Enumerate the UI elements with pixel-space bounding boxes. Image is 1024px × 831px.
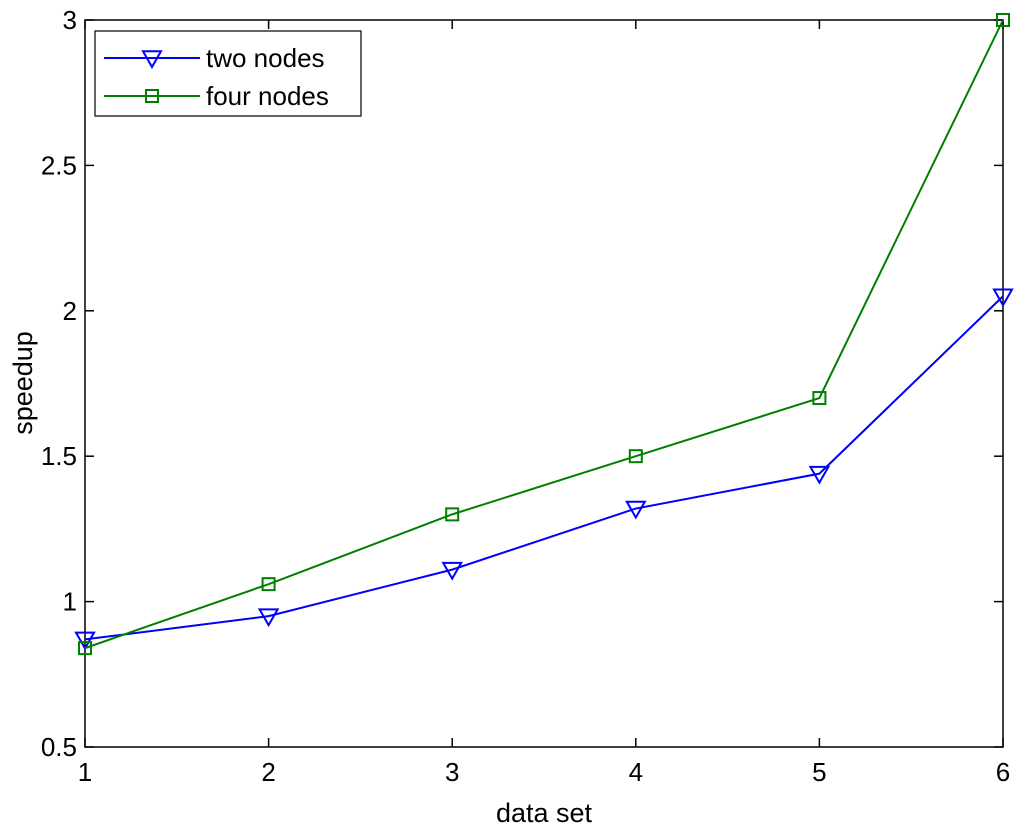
y-tick-label: 3 — [63, 5, 77, 35]
data-point-two-nodes — [808, 465, 831, 485]
y-tick-label: 2 — [63, 296, 77, 326]
legend-marker — [145, 89, 159, 103]
legend: two nodes four nodes — [94, 30, 362, 117]
series-layer — [74, 13, 1014, 656]
series-line-four-nodes — [84, 19, 1004, 650]
x-axis-label: data set — [496, 798, 593, 828]
series-four-nodes — [78, 13, 1010, 656]
x-tick-label: 6 — [996, 757, 1010, 787]
legend-label: four nodes — [206, 81, 329, 111]
legend-label: two nodes — [206, 43, 325, 73]
series-two-nodes — [74, 288, 1014, 651]
y-tick-label: 2.5 — [41, 150, 77, 180]
data-point-four-nodes — [812, 391, 827, 406]
y-tick-label: 1 — [63, 587, 77, 617]
data-point-two-nodes — [257, 608, 280, 628]
x-tick-label: 3 — [445, 757, 459, 787]
data-point-four-nodes — [445, 507, 460, 522]
legend-marker — [141, 50, 163, 70]
legend-box — [94, 30, 362, 117]
y-tick-label: 1.5 — [41, 441, 77, 471]
data-point-four-nodes — [261, 577, 276, 592]
data-point-two-nodes — [992, 288, 1014, 308]
x-tick-label: 2 — [261, 757, 275, 787]
tick-labels: 1 2 3 4 5 60.511.522.53 — [41, 5, 1010, 787]
data-point-two-nodes — [441, 561, 463, 581]
plot-frame — [84, 19, 1004, 748]
x-tick-label: 4 — [629, 757, 643, 787]
y-tick-label: 0.5 — [41, 732, 77, 762]
x-tick-label: 5 — [812, 757, 826, 787]
y-axis-label: speedup — [8, 331, 38, 435]
data-point-four-nodes — [628, 449, 643, 464]
series-line-two-nodes — [84, 295, 1004, 641]
data-point-two-nodes — [74, 631, 96, 651]
legend-entry-four-nodes: four nodes — [104, 81, 329, 111]
x-tick-label: 1 — [78, 757, 92, 787]
legend-entry-two-nodes: two nodes — [104, 43, 325, 73]
data-point-four-nodes — [996, 13, 1010, 27]
data-point-two-nodes — [625, 500, 647, 520]
data-point-four-nodes — [78, 641, 92, 656]
